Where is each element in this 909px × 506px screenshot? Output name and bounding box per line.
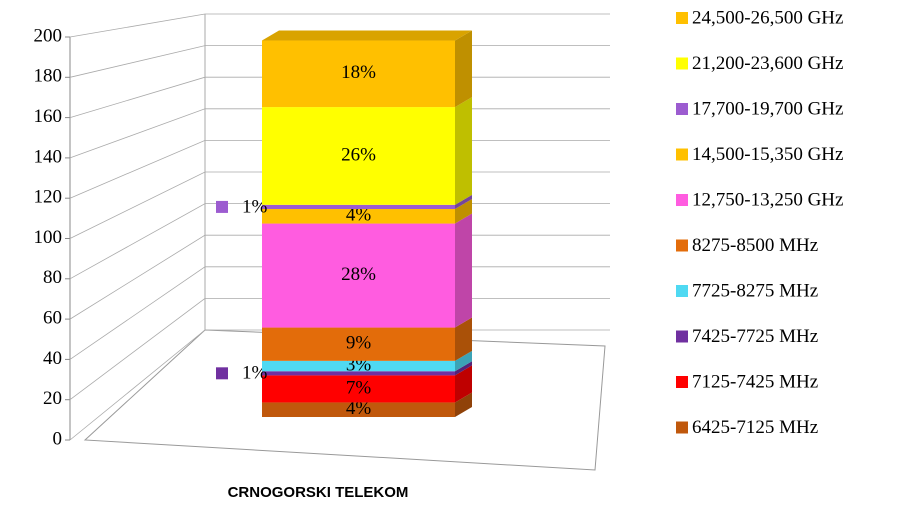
legend-swatch — [676, 421, 688, 434]
y-tick-label: 140 — [34, 146, 63, 167]
data-label-key — [216, 200, 228, 213]
legend-swatch — [676, 194, 688, 206]
legend-label: 21,200-23,600 GHz — [692, 53, 843, 74]
legend-swatch — [676, 12, 688, 24]
y-tick-label: 200 — [34, 25, 63, 46]
y-tick-label: 180 — [34, 66, 63, 87]
y-tick-label: 40 — [43, 348, 62, 369]
bar-side — [455, 361, 472, 376]
data-label: 4% — [346, 398, 372, 419]
data-label-key — [216, 367, 228, 380]
data-label: 28% — [341, 264, 376, 285]
legend-label: 6425-7125 MHz — [692, 417, 818, 438]
y-tick-label: 120 — [34, 187, 63, 208]
bar-side — [455, 97, 472, 205]
legend-label: 12,750-13,250 GHz — [692, 189, 843, 210]
bar-segment — [262, 360, 455, 372]
bar-top — [262, 30, 472, 41]
bar-segment — [262, 204, 455, 209]
bar-side — [455, 194, 472, 209]
bar-side — [455, 199, 472, 224]
legend-label: 24,500-26,500 GHz — [692, 7, 843, 28]
data-label: 18% — [341, 62, 376, 83]
y-tick-label: 80 — [43, 267, 62, 288]
legend-swatch — [676, 148, 688, 161]
bar-side — [455, 317, 472, 361]
y-tick-label: 100 — [34, 227, 63, 248]
y-tick-label: 60 — [43, 307, 62, 328]
legend-label: 7425-7725 MHz — [692, 326, 818, 347]
bar-segment — [262, 375, 455, 403]
bar-segment — [262, 209, 455, 224]
legend-label: 17,700-19,700 GHz — [692, 98, 843, 119]
data-label: 1% — [242, 196, 268, 217]
bar-segment — [262, 402, 455, 417]
x-tick-label: CRNOGORSKI TELEKOM — [228, 484, 409, 501]
data-label: 7% — [346, 377, 372, 398]
bar-segment — [262, 371, 455, 376]
bar-segment — [262, 327, 455, 361]
legend-swatch — [676, 330, 688, 343]
bar-segment — [262, 107, 455, 205]
legend-swatch — [676, 103, 688, 115]
bar-side — [455, 392, 472, 417]
bar-side — [455, 365, 472, 403]
data-label: 26% — [341, 144, 376, 165]
legend-label: 8275-8500 MHz — [692, 235, 818, 256]
legend-swatch — [676, 239, 688, 252]
legend-label: 14,500-15,350 GHz — [692, 144, 843, 165]
bar-side — [455, 30, 472, 108]
legend-label: 7725-8275 MHz — [692, 280, 818, 301]
legend-label: 7125-7425 MHz — [692, 371, 818, 392]
bar-side — [455, 350, 472, 372]
y-tick-label: 0 — [53, 428, 63, 449]
legend-swatch — [676, 285, 688, 297]
y-tick-label: 20 — [43, 388, 62, 409]
data-label: 9% — [346, 333, 372, 354]
legend-swatch — [676, 57, 688, 70]
legend-swatch — [676, 376, 688, 388]
bar-side — [455, 213, 472, 328]
data-label: 1% — [242, 363, 268, 384]
bar-segment — [262, 40, 455, 108]
y-tick-label: 160 — [34, 106, 63, 127]
bar-segment — [262, 223, 455, 328]
data-label: 4% — [346, 205, 372, 226]
floor — [83, 329, 606, 471]
